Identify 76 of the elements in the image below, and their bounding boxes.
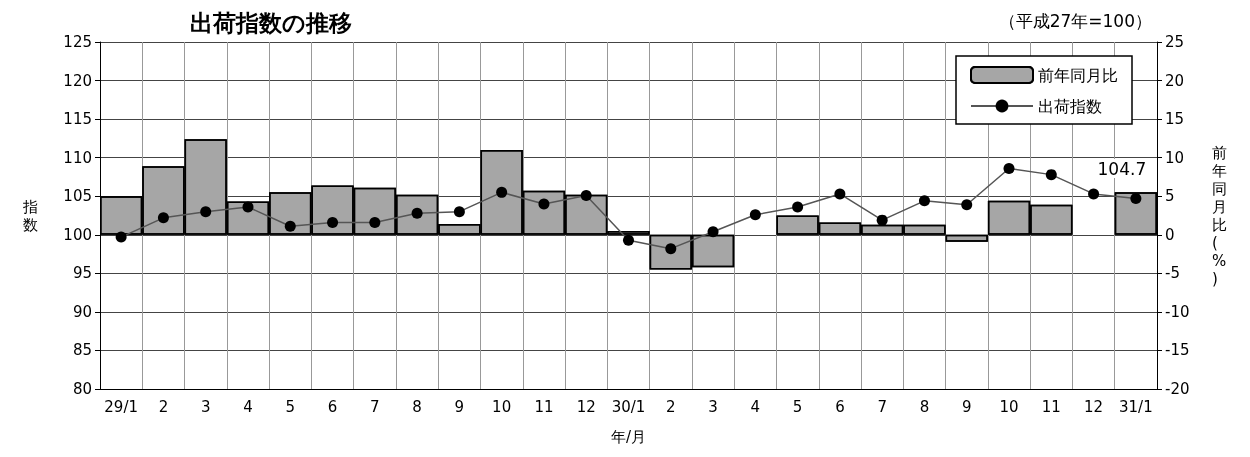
point [749, 209, 761, 221]
y-tick-label: 110 [63, 148, 92, 167]
y2-tick-label: 5 [1165, 187, 1175, 206]
y-tick-label: 105 [63, 187, 92, 206]
y-tick-label: 120 [63, 71, 92, 90]
x-tick-label: 6 [835, 397, 845, 416]
y2-axis-title: 前年同月比(%) [1212, 143, 1227, 288]
y2-tick-label: 20 [1165, 71, 1185, 90]
x-tick-label: 29/1 [104, 397, 138, 416]
x-tick-label: 10 [999, 397, 1019, 416]
y-tick-label: 90 [72, 302, 92, 321]
y2-tick-label: -15 [1165, 341, 1190, 360]
y-tick-label: 95 [72, 264, 92, 283]
x-tick-label: 31/1 [1119, 397, 1153, 416]
x-tick-label: 4 [750, 397, 761, 416]
point [1003, 162, 1015, 174]
x-tick-label: 11 [1041, 397, 1061, 416]
point [792, 201, 804, 213]
point [1045, 169, 1057, 181]
chart-title: 出荷指数の推移 [190, 9, 352, 36]
data-label: 104.7 [1097, 158, 1147, 179]
y2-tick-label: -20 [1165, 380, 1190, 398]
x-axis-title: 年/月 [610, 427, 647, 446]
point [707, 226, 719, 238]
x-tick-label: 4 [243, 397, 253, 416]
x-tick-label: 10 [492, 397, 512, 416]
y2-tick-label: 15 [1165, 110, 1185, 129]
x-tick-label: 12 [1084, 397, 1104, 416]
x-tick-label: 7 [877, 397, 887, 416]
x-tick-label: 9 [961, 397, 972, 416]
y-tick-label: 85 [72, 341, 92, 360]
x-tick-label: 12 [576, 397, 596, 416]
y2-tick-label: -10 [1165, 302, 1190, 321]
point [1130, 193, 1142, 205]
point [157, 212, 169, 224]
y2-tick-label: 25 [1165, 33, 1185, 51]
x-tick-label: 9 [454, 397, 465, 416]
point [1088, 188, 1100, 200]
x-tick-label: 2 [666, 397, 676, 416]
x-tick-label: 30/1 [611, 397, 646, 416]
point [284, 220, 296, 232]
y-tick-label: 115 [63, 110, 92, 129]
x-tick-label: 11 [534, 397, 554, 416]
y-tick-label: 125 [63, 33, 92, 51]
point [580, 189, 592, 201]
y-tick-label: 80 [72, 380, 92, 398]
point [327, 216, 339, 228]
point [538, 198, 550, 210]
x-tick-label: 7 [370, 397, 380, 416]
point [961, 199, 973, 211]
x-tick-label: 5 [285, 397, 296, 416]
x-tick-label: 3 [708, 397, 718, 416]
legend-label: 前年同月比 [1038, 65, 1118, 85]
legend-label: 出荷指数 [1038, 96, 1102, 116]
point [242, 201, 254, 213]
x-tick-label: 8 [412, 397, 422, 416]
point [369, 216, 381, 228]
point [623, 234, 634, 246]
point [453, 206, 465, 218]
point [200, 206, 212, 218]
y-tick-label: 100 [63, 225, 92, 244]
x-tick-label: 8 [919, 397, 930, 416]
point [918, 195, 930, 207]
y-axis-title: 指数 [22, 197, 38, 234]
x-tick-label: 5 [792, 397, 803, 416]
point [496, 186, 508, 198]
point [115, 231, 127, 243]
x-tick-label: 6 [327, 397, 338, 416]
point [834, 188, 846, 200]
text: （平成27年=100） [998, 10, 1152, 31]
x-tick-label: 2 [158, 397, 169, 416]
y2-tick-label: 10 [1165, 148, 1185, 167]
point [876, 214, 888, 226]
y2-tick-label: -5 [1165, 264, 1180, 283]
y2-tick-label: 0 [1165, 225, 1175, 244]
x-tick-label: 3 [200, 397, 211, 416]
